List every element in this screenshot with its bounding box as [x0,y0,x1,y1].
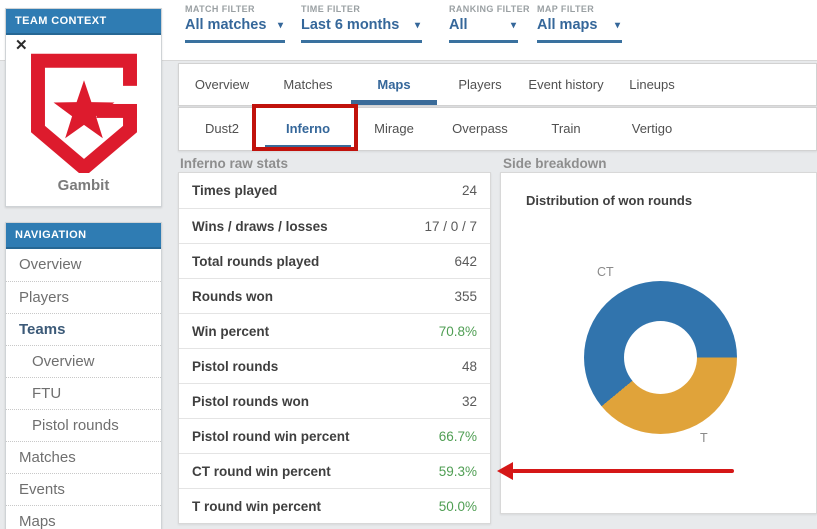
match-filter-dropdown[interactable]: MATCH FILTER All matches ▾ [185,4,285,43]
sidebar-item-teams-overview[interactable]: Overview [6,345,161,377]
gambit-logo [30,53,140,173]
tab-event-history[interactable]: Event history [528,77,604,92]
ranking-filter-dropdown[interactable]: RANKING FILTER All ▾ [449,4,530,43]
sidebar-item-teams-ftu[interactable]: FTU [6,377,161,409]
navigation-header: NAVIGATION [6,223,161,249]
sidebar-item-teams[interactable]: Teams [6,313,161,345]
stat-value: 50.0% [438,498,477,514]
chevron-down-icon: ▾ [414,19,420,31]
table-row: Times played 24 [179,173,490,208]
sidebar-item-players[interactable]: Players [6,281,161,313]
stat-label: CT round win percent [192,463,331,479]
tab-vertigo[interactable]: Vertigo [631,121,673,136]
t-slice-label: T [700,431,708,445]
tab-overpass[interactable]: Overpass [452,121,508,136]
sidebar-item-matches[interactable]: Matches [6,441,161,473]
tab-lineups[interactable]: Lineups [629,77,675,92]
tab-overview[interactable]: Overview [194,77,250,92]
time-filter-dropdown[interactable]: TIME FILTER Last 6 months ▾ [301,4,422,43]
sidebar-item-maps[interactable]: Maps [6,505,161,529]
chevron-down-icon: ▾ [614,19,620,31]
ranking-filter-label: RANKING FILTER [449,4,530,14]
close-icon[interactable]: ✕ [15,37,28,54]
match-filter-value: All matches [185,17,267,33]
map-filter-dropdown[interactable]: MAP FILTER All maps ▾ [537,4,622,43]
sidebar-item-overview[interactable]: Overview [6,249,161,281]
sidebar-item-events[interactable]: Events [6,473,161,505]
table-row: Win percent 70.8% [179,313,490,348]
stat-label: Win percent [192,323,270,339]
team-context-panel: TEAM CONTEXT ✕ Gambit [5,8,162,207]
stat-label: Wins / draws / losses [192,218,328,234]
stat-label: T round win percent [192,498,322,514]
table-row: Rounds won 355 [179,278,490,313]
stat-value: 70.8% [438,323,477,339]
tab-players[interactable]: Players [458,77,502,92]
tab-inferno[interactable]: Inferno [265,108,351,150]
table-row: T round win percent 50.0% [179,488,490,523]
team-context-header: TEAM CONTEXT [6,9,161,35]
team-name: Gambit [57,177,110,194]
map-tabs: Dust2 Inferno Mirage Overpass Train Vert… [178,107,817,151]
stat-label: Total rounds played [192,253,320,269]
side-breakdown-panel: Distribution of won rounds CT T [500,172,817,514]
table-row: Pistol rounds 48 [179,348,490,383]
donut-hole [624,321,697,394]
stat-label: Pistol rounds won [192,393,309,409]
navigation-panel: NAVIGATION Overview Players Teams Overvi… [5,222,162,529]
stat-value: 642 [454,253,477,269]
time-filter-value: Last 6 months [301,17,400,33]
table-row: Total rounds played 642 [179,243,490,278]
tab-dust2[interactable]: Dust2 [205,121,239,136]
team-context-body: ✕ Gambit [6,35,161,206]
chevron-down-icon: ▾ [510,19,516,31]
chevron-down-icon: ▾ [277,19,283,31]
main-tabs: Overview Matches Maps Players Event hist… [178,63,817,106]
table-row: Wins / draws / losses 17 / 0 / 7 [179,208,490,243]
inferno-raw-stats-table: Times played 24 Wins / draws / losses 17… [178,172,491,524]
stat-value: 355 [454,288,477,304]
tab-mirage[interactable]: Mirage [374,121,414,136]
stat-label: Pistol round win percent [192,428,350,444]
map-filter-value: All maps [537,17,598,33]
stat-value: 32 [461,393,477,409]
stat-label: Rounds won [192,288,273,304]
side-breakdown-heading: Side breakdown [503,156,607,171]
tab-train[interactable]: Train [551,121,581,136]
stat-value: 59.3% [438,463,477,479]
sidebar-item-teams-pistol-rounds[interactable]: Pistol rounds [6,409,161,441]
ranking-filter-value: All [449,17,468,33]
stat-label: Pistol rounds [192,358,279,374]
stats-section-heading: Inferno raw stats [180,156,289,171]
stat-value: 17 / 0 / 7 [424,218,477,234]
match-filter-label: MATCH FILTER [185,4,255,14]
stat-label: Times played [192,183,278,198]
stat-value: 66.7% [438,428,477,444]
donut-chart [584,281,737,434]
stat-value: 48 [461,358,477,374]
table-row: Pistol rounds won 32 [179,383,490,418]
time-filter-label: TIME FILTER [301,4,361,14]
table-row: Pistol round win percent 66.7% [179,418,490,453]
table-row: CT round win percent 59.3% [179,453,490,488]
ct-slice-label: CT [597,265,614,279]
map-filter-label: MAP FILTER [537,4,595,14]
stat-value: 24 [461,183,477,198]
chart-title: Distribution of won rounds [526,193,693,208]
tab-maps[interactable]: Maps [351,64,437,105]
tab-matches[interactable]: Matches [283,77,333,92]
